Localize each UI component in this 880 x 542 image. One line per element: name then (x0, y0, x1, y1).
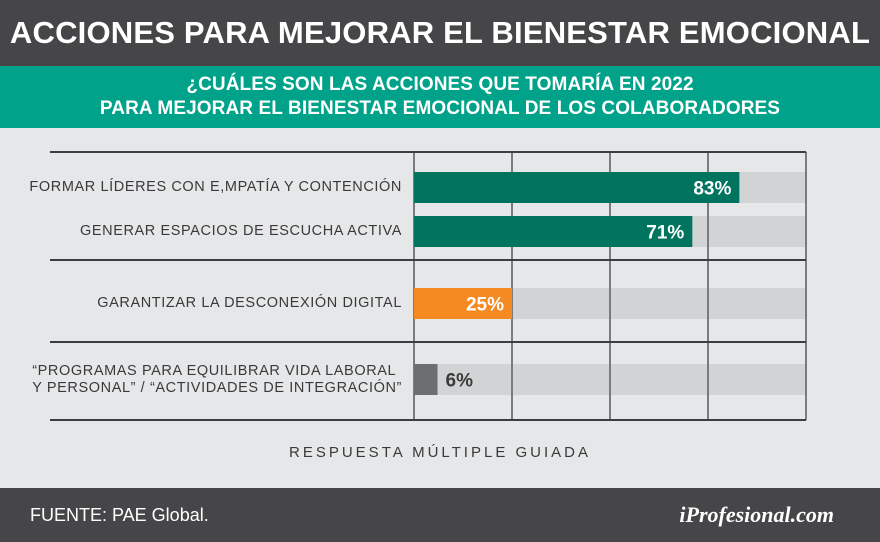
subtitle-line-1: ¿CUÁLES SON LAS ACCIONES QUE TOMARÍA EN … (186, 74, 694, 95)
bar (414, 288, 512, 319)
bar (414, 216, 693, 247)
bar (414, 364, 438, 395)
header-bar: ACCIONES PARA MEJORAR EL BIENESTAR EMOCI… (0, 0, 880, 66)
footer-bar: FUENTE: PAE Global. iProfesional.com (0, 488, 880, 542)
category-label-line: FORMAR LÍDERES CON E,MPATÍA Y CONTENCIÓN (29, 179, 402, 195)
category-label-line: “PROGRAMAS PARA EQUILIBRAR VIDA LABORAL (32, 362, 397, 379)
bar-chart-svg: 83% 71% 25% 6% (50, 151, 807, 421)
category-label: GARANTIZAR LA DESCONEXIÓN DIGITAL (97, 295, 402, 312)
category-label-line: GARANTIZAR LA DESCONEXIÓN DIGITAL (97, 295, 402, 311)
page-title: ACCIONES PARA MEJORAR EL BIENESTAR EMOCI… (9, 15, 871, 50)
value-label: 25% (466, 295, 504, 316)
footnote: RESPUESTA MÚLTIPLE GUIADA (289, 444, 591, 461)
subheader-bar: ¿CUÁLES SON LAS ACCIONES QUE TOMARÍA EN … (0, 66, 880, 128)
source-text: FUENTE: PAE Global. (30, 504, 209, 525)
category-label: “PROGRAMAS PARA EQUILIBRAR VIDA LABORAL Y… (32, 363, 402, 397)
bar (414, 172, 740, 203)
category-label: FORMAR LÍDERES CON E,MPATÍA Y CONTENCIÓN (29, 179, 402, 196)
category-label-line: Y PERSONAL” / “ACTIVIDADES DE INTEGRACIÓ… (32, 379, 402, 396)
value-label: 83% (693, 179, 731, 200)
value-label: 71% (646, 223, 684, 244)
brand-logo: iProfesional.com (679, 502, 834, 527)
bar-chart: 83% 71% 25% 6% FORMAR LÍDERES CON E,MPATÍA … (0, 128, 880, 488)
category-label: GENERAR ESPACIOS DE ESCUCHA ACTIVA (80, 223, 402, 240)
subtitle-line-2: PARA MEJORAR EL BIENESTAR EMOCIONAL DE L… (99, 98, 781, 119)
category-label-line: GENERAR ESPACIOS DE ESCUCHA ACTIVA (79, 223, 402, 239)
value-label: 6% (446, 371, 474, 392)
